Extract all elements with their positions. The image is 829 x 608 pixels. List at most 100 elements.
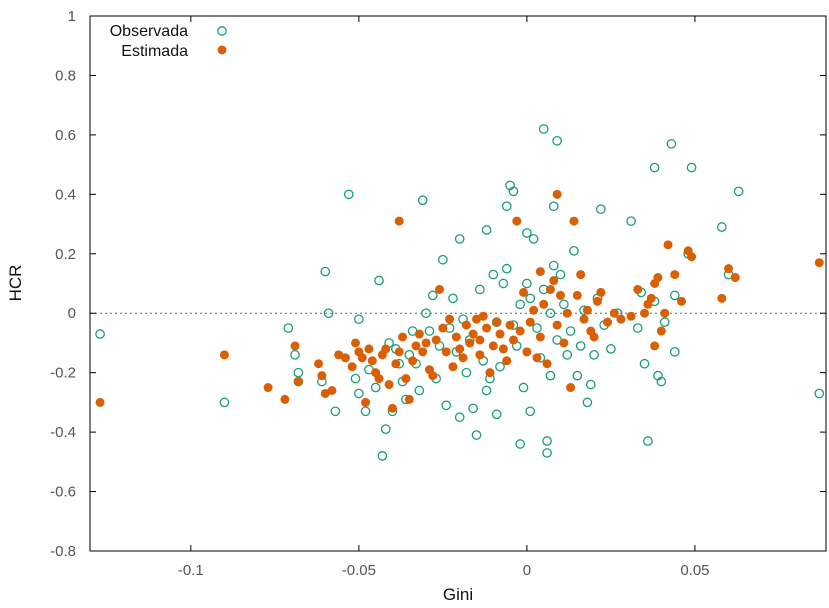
series-estimada — [95, 189, 824, 413]
observada-point — [716, 222, 727, 232]
y-tick-label: -0.2 — [50, 365, 76, 382]
observada-point — [219, 397, 230, 408]
estimada-point — [367, 356, 377, 366]
estimada-point — [814, 258, 824, 268]
observada-point — [545, 370, 556, 381]
observada-point — [471, 430, 482, 440]
observada-point — [589, 349, 599, 360]
estimada-point — [438, 323, 448, 333]
observada-point — [518, 382, 529, 393]
estimada-point — [361, 397, 371, 407]
estimada-point — [398, 332, 408, 342]
estimada-point — [478, 311, 488, 321]
estimada-point — [545, 284, 555, 294]
series-observada — [95, 124, 825, 461]
observada-point — [814, 388, 825, 399]
estimada-point — [572, 290, 582, 300]
estimada-point — [539, 299, 549, 309]
estimada-point — [465, 338, 475, 348]
observada-point — [293, 367, 304, 378]
observada-point — [639, 358, 650, 369]
estimada-point — [374, 374, 384, 384]
observada-point — [632, 323, 643, 333]
observada-point — [488, 269, 499, 280]
observada-point — [454, 234, 465, 244]
observada-point — [495, 361, 505, 372]
estimada-point — [421, 338, 431, 348]
estimada-point — [640, 308, 650, 318]
observada-point — [522, 278, 532, 289]
estimada-point — [730, 273, 740, 283]
estimada-point — [542, 359, 552, 369]
estimada-point — [468, 329, 478, 339]
estimada-point — [391, 359, 401, 369]
estimada-point — [320, 388, 330, 398]
legend-marker-estimada — [217, 45, 227, 55]
observada-point — [643, 436, 653, 446]
observada-point — [454, 412, 465, 423]
observada-point — [330, 406, 341, 417]
estimada-point — [653, 273, 663, 283]
estimada-point — [334, 350, 344, 360]
estimada-point — [582, 305, 592, 315]
observada-point — [354, 388, 364, 399]
estimada-point — [455, 344, 465, 354]
y-axis-title: HCR — [6, 265, 25, 302]
y-tick-label: -0.8 — [50, 543, 76, 560]
estimada-point — [522, 347, 532, 357]
estimada-point — [626, 311, 636, 321]
observada-point — [562, 349, 573, 360]
observada-point — [354, 314, 364, 325]
observada-point — [424, 326, 435, 336]
observada-point — [380, 424, 391, 434]
observada-point — [377, 451, 388, 461]
estimada-point — [505, 320, 515, 330]
estimada-point — [394, 216, 404, 226]
x-tick-label: 0.05 — [680, 562, 709, 579]
estimada-point — [290, 341, 300, 351]
observada-point — [498, 278, 509, 289]
estimada-point — [458, 353, 468, 363]
y-tick-label: -0.6 — [50, 484, 76, 501]
estimada-point — [566, 383, 576, 393]
estimada-point — [569, 216, 579, 226]
observada-point — [360, 406, 371, 417]
observada-point — [350, 373, 361, 384]
estimada-point — [340, 353, 350, 363]
estimada-point — [562, 308, 572, 318]
observada-point — [532, 323, 542, 333]
estimada-point — [633, 284, 643, 294]
estimada-point — [394, 347, 404, 357]
observada-point — [370, 382, 381, 393]
estimada-point — [475, 350, 485, 360]
observada-point — [501, 263, 512, 274]
estimada-point — [263, 383, 273, 393]
estimada-point — [552, 189, 562, 199]
observada-point — [491, 409, 502, 420]
observada-point — [656, 376, 667, 387]
estimada-point — [280, 394, 290, 404]
x-tick-label: 0 — [523, 562, 531, 579]
estimada-point — [411, 341, 421, 351]
estimada-point — [364, 344, 374, 354]
observada-point — [343, 189, 354, 200]
estimada-point — [670, 270, 680, 280]
observada-point — [290, 349, 300, 360]
estimada-point — [293, 377, 303, 387]
estimada-point — [596, 287, 606, 297]
observada-point — [481, 225, 492, 235]
observada-point — [559, 299, 569, 310]
y-tick-label: 0.4 — [55, 186, 76, 203]
legend: Observada Estimada — [110, 23, 227, 60]
x-tick-label: -0.05 — [342, 562, 376, 579]
x-axis-ticks: -0.1 -0.05 0 0.05 — [178, 16, 710, 579]
observada-point — [515, 299, 526, 310]
y-tick-label: 0.8 — [55, 67, 76, 84]
estimada-point — [317, 371, 327, 381]
estimada-point — [515, 326, 525, 336]
estimada-point — [579, 314, 589, 324]
estimada-point — [508, 335, 518, 345]
observada-point — [525, 406, 536, 417]
legend-label-observada: Observada — [110, 23, 188, 40]
